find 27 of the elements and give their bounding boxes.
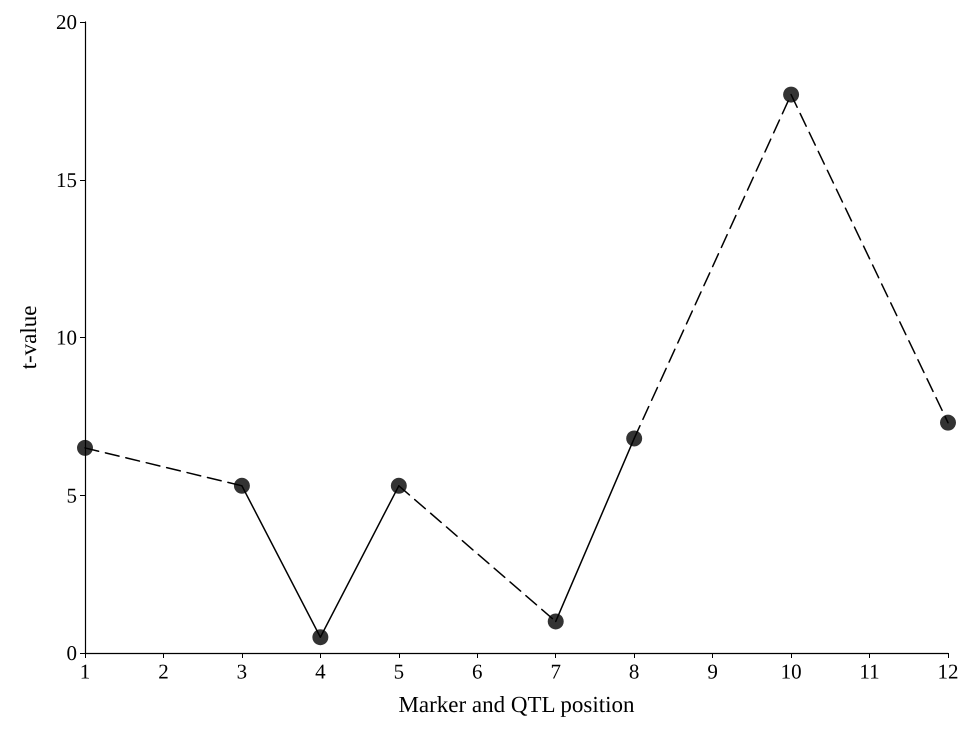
x-axis-title: Marker and QTL position [398, 692, 636, 717]
point [940, 414, 956, 431]
point [312, 629, 328, 646]
x-tick-label: 11 [859, 660, 880, 684]
x-tick-label: 1 [80, 660, 90, 684]
point [783, 86, 800, 103]
y-tick-label: 5 [66, 483, 77, 508]
point [234, 478, 250, 494]
y-tick-label: 20 [56, 10, 77, 34]
x-tick-label: 5 [394, 660, 404, 684]
y-tick-label: 10 [56, 326, 77, 350]
x-tick-label: 7 [550, 660, 561, 684]
y-axis-title: t-value [16, 306, 41, 370]
x-tick-label: 8 [628, 660, 640, 684]
point [548, 613, 564, 630]
y-tick-label: 15 [56, 168, 77, 192]
x-tick-label: 10 [780, 660, 802, 684]
x-tick-label: 2 [158, 660, 169, 684]
y-tick-label: 0 [66, 641, 77, 665]
x-tick-label: 6 [472, 660, 483, 684]
x-tick-label: 4 [315, 660, 326, 684]
point [77, 440, 93, 456]
x-tick-label: 12 [938, 660, 958, 684]
x-tick-label: 3 [236, 660, 248, 684]
x-tick-label: 9 [707, 660, 718, 684]
point [390, 478, 407, 494]
point [626, 430, 642, 446]
